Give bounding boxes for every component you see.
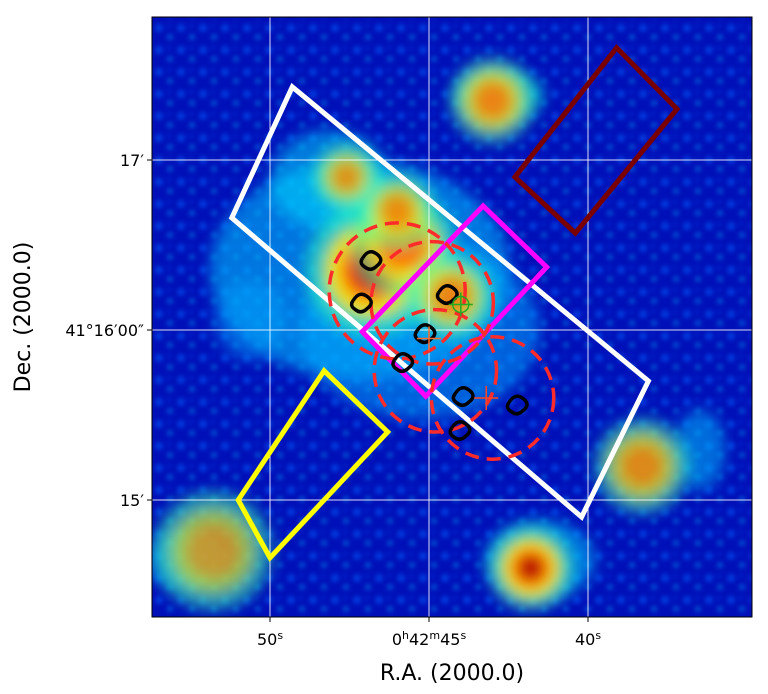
contour-4 xyxy=(391,352,415,373)
regions xyxy=(228,44,681,563)
y-tick-label-1: 41°16′00″ xyxy=(65,321,144,340)
dashed-circle-0 xyxy=(327,221,467,361)
dark-red-box xyxy=(511,44,681,237)
marker-0 xyxy=(448,292,473,317)
dashed-circle-2 xyxy=(372,307,499,434)
marker-2 xyxy=(474,386,499,410)
y-tick-label-2: 15′ xyxy=(120,491,144,510)
x-tick-label-1: 0h42m45s xyxy=(392,629,467,649)
contour-0 xyxy=(359,250,383,271)
white-box xyxy=(228,82,652,521)
contour-2 xyxy=(435,284,459,305)
yellow-box xyxy=(235,366,392,563)
contour-5 xyxy=(451,386,475,407)
contour-7 xyxy=(448,420,472,441)
sky-image xyxy=(152,17,752,617)
dashed-circle-3 xyxy=(429,335,556,461)
contour-6 xyxy=(505,394,529,416)
plot-frame xyxy=(151,16,753,618)
x-tick-label-0: 50s xyxy=(257,629,283,649)
magenta-box xyxy=(358,202,551,400)
y-tick-label-0: 17′ xyxy=(120,151,144,170)
marker-1 xyxy=(417,326,441,351)
contours xyxy=(349,250,529,441)
hotspot-6 xyxy=(359,172,436,250)
y-axis-title: Dec. (2000.0) xyxy=(11,242,36,393)
markers xyxy=(417,292,499,410)
coordinate-grid xyxy=(152,17,752,617)
x-tick-label-2: 40s xyxy=(575,629,601,649)
contour-1 xyxy=(349,292,373,314)
dashed-circle-1 xyxy=(369,239,496,366)
x-axis-ticks: 50s 0h42m45s 40s xyxy=(257,617,601,649)
x-axis-title: R.A. (2000.0) xyxy=(380,661,524,686)
hotspot-4 xyxy=(487,525,574,611)
y-axis-ticks: 17′ 41°16′00″ 15′ xyxy=(65,151,152,510)
hotspot-3 xyxy=(449,57,536,144)
hotspot-8 xyxy=(153,491,273,611)
